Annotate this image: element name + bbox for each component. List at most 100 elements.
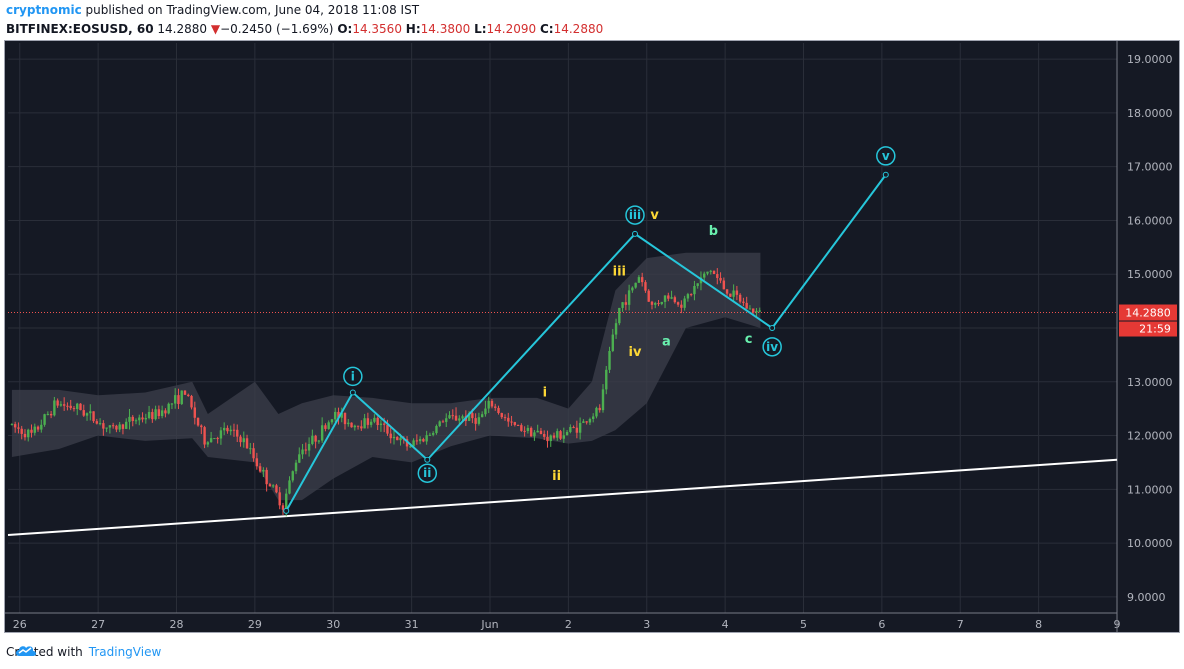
wave-label-circle: [876, 146, 896, 166]
candle-body: [448, 415, 451, 419]
candle-body: [748, 308, 752, 310]
candle-body: [324, 425, 327, 429]
chart-panel[interactable]: 19.000018.000017.000016.000015.000014.00…: [4, 40, 1180, 633]
candle-body: [40, 424, 43, 430]
candle-body: [249, 448, 252, 450]
y-tick-label: 15.0000: [1127, 268, 1173, 281]
subwave-label: b: [709, 224, 718, 239]
candle-body: [471, 413, 474, 419]
candle-body: [647, 290, 650, 302]
x-tick-label: 27: [91, 618, 105, 631]
candle-body: [716, 274, 719, 278]
candle-body: [334, 411, 337, 420]
candle-body: [654, 303, 657, 305]
candle-body: [128, 416, 131, 422]
candle-body: [595, 407, 598, 417]
candle-body: [160, 410, 164, 417]
candle-body: [732, 290, 735, 297]
tradingview-brand[interactable]: TradingView: [88, 645, 162, 659]
candle-body: [125, 421, 128, 429]
x-tick-label: 8: [1035, 618, 1042, 631]
candle-body: [206, 442, 210, 445]
candle-body: [454, 415, 458, 421]
candle-body: [373, 417, 376, 422]
candle-body: [236, 429, 239, 437]
price-badge: [1119, 304, 1177, 321]
candle-body: [347, 422, 350, 425]
candle-body: [229, 429, 232, 432]
candle-body: [552, 435, 556, 438]
candle-body: [46, 413, 50, 415]
candle-body: [242, 438, 245, 443]
candle-body: [343, 412, 347, 425]
candle-body: [425, 435, 428, 442]
candle-body: [376, 417, 379, 426]
candle-body: [314, 435, 317, 442]
candle-body: [396, 436, 399, 441]
candle-body: [157, 409, 161, 417]
price-badge-text: 14.2880: [1125, 307, 1171, 320]
candle-body: [441, 421, 445, 423]
candle-body: [20, 428, 23, 434]
candle-body: [311, 435, 314, 444]
candle-body: [640, 277, 644, 283]
x-tick-label: 4: [722, 618, 729, 631]
candle-body: [222, 427, 226, 431]
candle-body: [458, 418, 461, 421]
x-tick-label: 30: [326, 618, 340, 631]
countdown-text: 21:59: [1139, 323, 1171, 336]
candle-body: [193, 407, 196, 418]
candle-body: [13, 424, 17, 428]
candle-body: [412, 440, 415, 447]
candle-body: [209, 438, 213, 443]
candle-body: [644, 282, 647, 291]
candle-body: [637, 277, 641, 283]
candle-body: [621, 302, 624, 308]
candle-body: [147, 412, 151, 419]
candle-body: [278, 492, 281, 506]
candle-body: [85, 413, 89, 416]
subwave-label: i: [543, 386, 547, 401]
candle-body: [327, 422, 330, 429]
candle-body: [177, 395, 180, 405]
wave-label-circle: [625, 205, 645, 225]
wave-point: [349, 389, 356, 396]
candle-body: [118, 424, 121, 430]
candle-body: [513, 422, 517, 425]
published-text: published on TradingView.com, June 04, 2…: [85, 3, 420, 17]
candle-body: [340, 412, 343, 418]
candle-body: [255, 458, 259, 467]
candle-body: [657, 303, 660, 305]
candle-body: [399, 437, 402, 441]
candle-body: [17, 427, 20, 429]
candle-body: [461, 416, 464, 419]
candle-body: [134, 420, 138, 422]
wave-label: iii: [629, 208, 641, 222]
candle-body: [337, 411, 340, 418]
candle-body: [670, 297, 673, 299]
price-chart[interactable]: 19.000018.000017.000016.000015.000014.00…: [5, 41, 1179, 632]
candle-body: [725, 289, 729, 294]
candle-body: [353, 425, 357, 428]
candle-body: [559, 431, 562, 439]
candle-body: [415, 440, 419, 442]
candle-body: [543, 434, 546, 437]
candle-body: [98, 423, 102, 425]
candle-body: [696, 283, 699, 286]
candle-body: [735, 290, 739, 295]
candle-body: [745, 302, 748, 309]
candle-body: [144, 418, 148, 420]
candle-body: [523, 430, 526, 432]
candle-body: [76, 403, 79, 409]
candle-body: [105, 427, 108, 429]
wave-label-circle: [417, 463, 438, 483]
low-label: L:: [474, 22, 487, 36]
candle-body: [650, 301, 654, 305]
wave-point: [631, 230, 638, 237]
author-name[interactable]: cryptnomic: [6, 3, 82, 17]
candle-body: [435, 426, 438, 434]
x-tick-label: 31: [405, 618, 419, 631]
subwave-label: iv: [629, 345, 642, 360]
candle-body: [536, 430, 539, 433]
wave-label: i: [351, 369, 355, 383]
